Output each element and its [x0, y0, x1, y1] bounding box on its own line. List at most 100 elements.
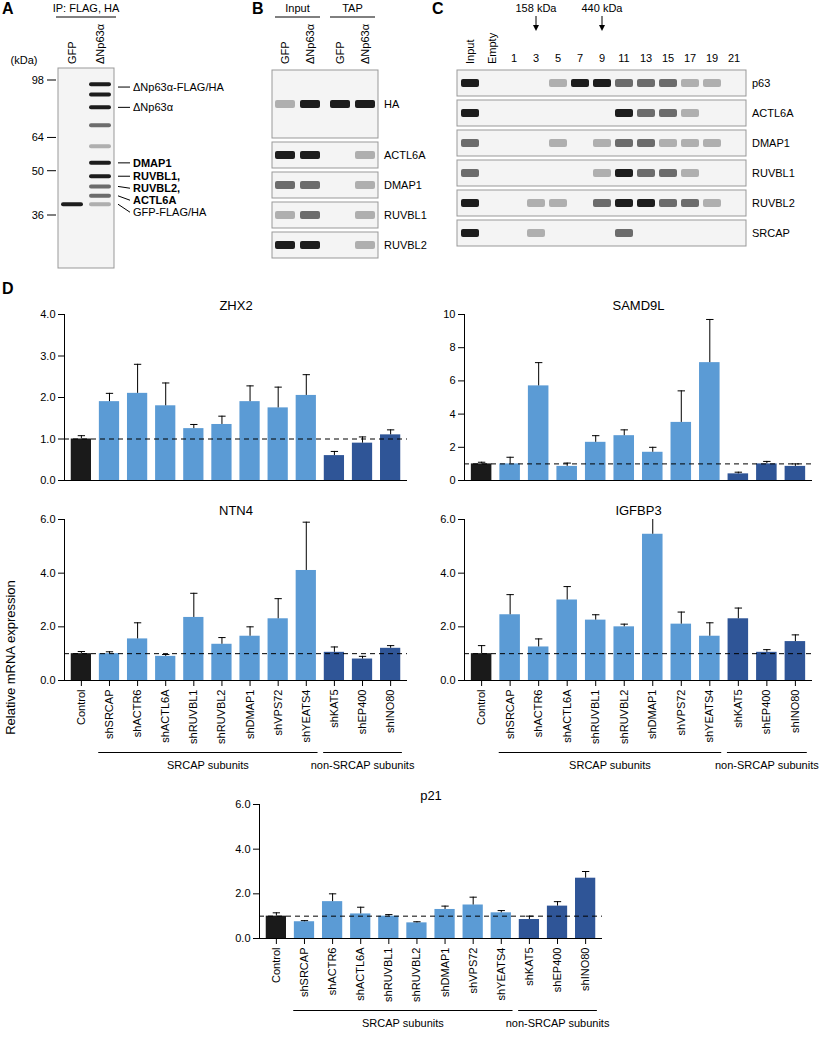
- svg-text:shYEATS4: shYEATS4: [703, 690, 715, 743]
- svg-text:0.0: 0.0: [440, 674, 455, 686]
- svg-text:13: 13: [640, 52, 652, 64]
- svg-text:C: C: [432, 0, 444, 17]
- svg-text:0.0: 0.0: [40, 674, 55, 686]
- svg-text:17: 17: [684, 52, 696, 64]
- svg-text:6.0: 6.0: [235, 798, 250, 810]
- svg-text:shACTR6: shACTR6: [326, 948, 338, 996]
- svg-text:A: A: [2, 0, 14, 17]
- svg-text:shEP400: shEP400: [356, 690, 368, 735]
- svg-text:IGFBP3: IGFBP3: [615, 503, 661, 518]
- svg-text:HA: HA: [384, 98, 400, 110]
- svg-text:RUVBL2,: RUVBL2,: [133, 182, 180, 194]
- svg-text:ΔNp63α: ΔNp63α: [304, 23, 316, 64]
- svg-text:6.0: 6.0: [40, 513, 55, 525]
- svg-text:GFP: GFP: [66, 41, 78, 64]
- svg-text:4.0: 4.0: [40, 308, 55, 320]
- svg-text:440 kDa: 440 kDa: [582, 2, 624, 14]
- svg-text:1: 1: [511, 52, 517, 64]
- svg-text:SAMD9L: SAMD9L: [612, 298, 664, 313]
- svg-text:5: 5: [555, 52, 561, 64]
- svg-text:2.0: 2.0: [235, 887, 250, 899]
- svg-text:4.0: 4.0: [40, 567, 55, 579]
- svg-text:ΔNp63α: ΔNp63α: [359, 23, 371, 64]
- svg-text:0: 0: [449, 474, 455, 486]
- svg-text:6: 6: [449, 374, 455, 386]
- svg-text:98: 98: [32, 74, 44, 86]
- svg-text:shSRCAP: shSRCAP: [103, 690, 115, 740]
- svg-text:1.0: 1.0: [40, 433, 55, 445]
- svg-text:4.0: 4.0: [440, 567, 455, 579]
- svg-text:shACTR6: shACTR6: [131, 690, 143, 738]
- svg-text:shEP400: shEP400: [760, 690, 772, 735]
- svg-text:shDMAP1: shDMAP1: [439, 948, 451, 998]
- svg-text:Control: Control: [270, 948, 282, 983]
- svg-text:DMAP1: DMAP1: [384, 179, 422, 191]
- svg-text:GFP: GFP: [279, 41, 291, 64]
- svg-text:shDMAP1: shDMAP1: [646, 690, 658, 740]
- svg-text:SRCAP: SRCAP: [752, 227, 790, 239]
- svg-text:shKAT5: shKAT5: [328, 690, 340, 728]
- svg-text:7: 7: [577, 52, 583, 64]
- svg-text:shRUVBL2: shRUVBL2: [410, 948, 422, 1002]
- svg-text:shSRCAP: shSRCAP: [504, 690, 516, 740]
- svg-text:4.0: 4.0: [235, 843, 250, 855]
- svg-text:Input: Input: [464, 40, 476, 64]
- svg-text:shVPS72: shVPS72: [675, 690, 687, 736]
- svg-text:2.0: 2.0: [40, 620, 55, 632]
- svg-text:ACTL6A: ACTL6A: [384, 149, 426, 161]
- svg-text:50: 50: [32, 165, 44, 177]
- svg-text:SRCAP subunits: SRCAP subunits: [569, 759, 651, 771]
- svg-text:8: 8: [449, 341, 455, 353]
- svg-text:Control: Control: [475, 690, 487, 725]
- svg-text:ΔNp63α: ΔNp63α: [133, 101, 174, 113]
- svg-text:non-SRCAP subunits: non-SRCAP subunits: [506, 1017, 610, 1029]
- svg-text:GFP-FLAG/HA: GFP-FLAG/HA: [133, 206, 207, 218]
- svg-text:shKAT5: shKAT5: [732, 690, 744, 728]
- svg-text:15: 15: [662, 52, 674, 64]
- svg-text:p63: p63: [752, 77, 770, 89]
- svg-text:2: 2: [449, 441, 455, 453]
- svg-text:shACTR6: shACTR6: [532, 690, 544, 738]
- svg-text:RUVBL2: RUVBL2: [384, 239, 427, 251]
- svg-text:shRUVBL1: shRUVBL1: [589, 690, 601, 744]
- svg-text:shINO80: shINO80: [384, 690, 396, 733]
- svg-text:Input: Input: [285, 2, 309, 14]
- svg-text:shDMAP1: shDMAP1: [244, 690, 256, 740]
- svg-text:GFP: GFP: [334, 41, 346, 64]
- svg-text:shSRCAP: shSRCAP: [298, 948, 310, 998]
- svg-text:(kDa): (kDa): [11, 54, 38, 66]
- svg-text:NTN4: NTN4: [219, 503, 253, 518]
- svg-text:RUVBL1: RUVBL1: [752, 167, 795, 179]
- svg-text:3.0: 3.0: [40, 350, 55, 362]
- svg-text:shKAT5: shKAT5: [523, 948, 535, 986]
- svg-text:158 kDa: 158 kDa: [516, 2, 558, 14]
- svg-text:shRUVBL2: shRUVBL2: [618, 690, 630, 744]
- svg-text:shRUVBL1: shRUVBL1: [382, 948, 394, 1002]
- svg-text:shACTL6A: shACTL6A: [561, 689, 573, 743]
- svg-text:ΔNp63α: ΔNp63α: [94, 23, 106, 64]
- svg-text:9: 9: [599, 52, 605, 64]
- svg-text:10: 10: [443, 308, 455, 320]
- svg-text:RUVBL1: RUVBL1: [384, 209, 427, 221]
- svg-text:4: 4: [449, 408, 455, 420]
- svg-text:shRUVBL2: shRUVBL2: [215, 690, 227, 744]
- svg-text:shEP400: shEP400: [551, 948, 563, 993]
- svg-text:ZHX2: ZHX2: [219, 298, 252, 313]
- svg-text:shYEATS4: shYEATS4: [495, 948, 507, 1001]
- svg-text:DMAP1: DMAP1: [133, 157, 172, 169]
- svg-text:ΔNp63α-FLAG/HA: ΔNp63α-FLAG/HA: [133, 81, 224, 93]
- svg-text:shVPS72: shVPS72: [467, 948, 479, 994]
- svg-text:RUVBL2: RUVBL2: [752, 197, 795, 209]
- svg-text:36: 36: [32, 209, 44, 221]
- svg-text:2.0: 2.0: [40, 391, 55, 403]
- svg-text:SRCAP subunits: SRCAP subunits: [167, 759, 249, 771]
- svg-text:shINO80: shINO80: [579, 948, 591, 991]
- svg-text:ACTL6A: ACTL6A: [133, 194, 176, 206]
- svg-text:ACTL6A: ACTL6A: [752, 107, 794, 119]
- svg-text:B: B: [252, 0, 264, 17]
- svg-text:64: 64: [32, 131, 44, 143]
- svg-text:DMAP1: DMAP1: [752, 137, 790, 149]
- svg-text:p21: p21: [420, 788, 442, 803]
- svg-text:2.0: 2.0: [440, 620, 455, 632]
- svg-text:11: 11: [618, 52, 629, 64]
